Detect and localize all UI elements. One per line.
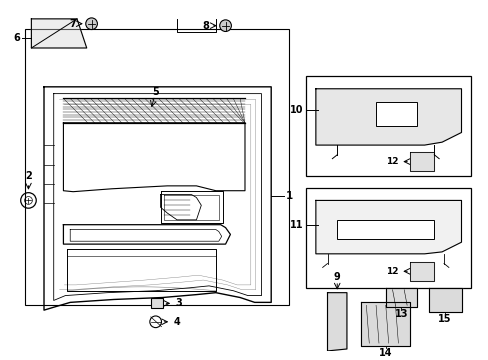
Bar	[375, 102, 416, 126]
Bar	[305, 76, 470, 176]
Bar	[337, 220, 433, 239]
Polygon shape	[361, 302, 409, 346]
Text: 13: 13	[394, 309, 407, 319]
Bar	[150, 298, 163, 308]
Text: 11: 11	[289, 220, 303, 230]
Text: 3: 3	[175, 298, 182, 309]
Circle shape	[219, 20, 231, 31]
Polygon shape	[315, 201, 461, 254]
Polygon shape	[31, 19, 86, 48]
Text: 15: 15	[437, 314, 451, 324]
Circle shape	[85, 18, 97, 30]
Text: 14: 14	[378, 348, 392, 358]
Bar	[305, 188, 470, 288]
Text: 9: 9	[333, 272, 340, 282]
Polygon shape	[315, 89, 461, 145]
Text: 2: 2	[25, 171, 32, 181]
Polygon shape	[385, 288, 416, 307]
Bar	[24, 28, 288, 305]
Text: 5: 5	[152, 87, 159, 97]
Text: 12: 12	[385, 157, 398, 166]
Polygon shape	[409, 262, 433, 281]
Text: 1: 1	[285, 190, 292, 201]
Polygon shape	[327, 293, 346, 351]
Text: 4: 4	[173, 317, 180, 327]
Text: 8: 8	[202, 21, 209, 31]
Text: 10: 10	[289, 105, 303, 115]
Text: 6: 6	[13, 33, 20, 43]
Text: 12: 12	[385, 267, 398, 276]
Polygon shape	[409, 152, 433, 171]
Polygon shape	[428, 288, 461, 312]
Text: 7: 7	[69, 19, 76, 29]
